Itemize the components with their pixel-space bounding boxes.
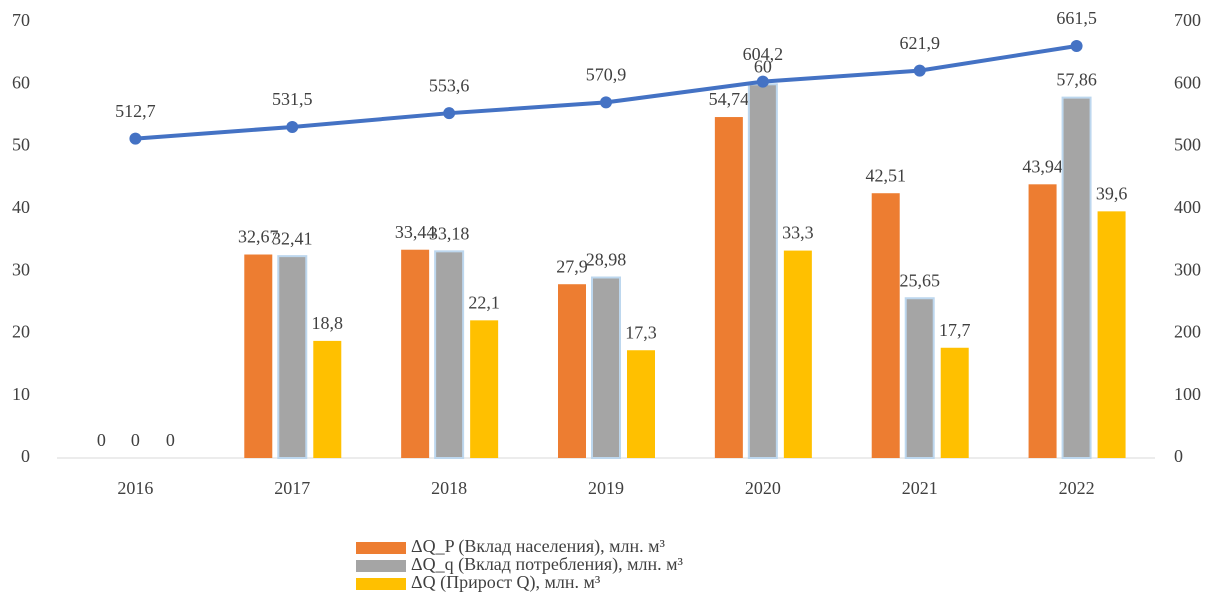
data-label: 531,5 — [272, 89, 313, 109]
data-label: 0 — [131, 430, 140, 450]
legend-swatch — [356, 542, 406, 554]
bar — [627, 350, 655, 458]
data-label: 57,86 — [1056, 70, 1097, 90]
bar — [1097, 211, 1126, 458]
x-tick-label: 2016 — [117, 478, 153, 498]
y2-tick-label: 100 — [1174, 384, 1201, 404]
line-marker — [913, 64, 926, 77]
line-marker — [1070, 39, 1083, 52]
data-label: 39,6 — [1096, 183, 1128, 203]
bar — [470, 320, 499, 458]
bar — [277, 255, 308, 459]
line-marker — [756, 75, 769, 88]
data-label: 0 — [166, 430, 175, 450]
data-label: 661,5 — [1056, 8, 1097, 28]
bar — [940, 347, 969, 458]
y2-tick-label: 0 — [1174, 446, 1183, 466]
bar — [904, 297, 935, 460]
data-label: 512,7 — [115, 101, 156, 121]
bar — [714, 117, 743, 458]
data-label: 22,1 — [468, 292, 500, 312]
y-tick-label: 20 — [12, 322, 30, 342]
data-label: 32,67 — [238, 227, 279, 247]
y-tick-label: 60 — [12, 72, 30, 92]
data-label: 0 — [97, 430, 106, 450]
x-tick-label: 2020 — [745, 478, 781, 498]
y-tick-label: 50 — [12, 135, 30, 155]
y2-tick-label: 200 — [1174, 322, 1201, 342]
data-label: 33,3 — [782, 223, 814, 243]
bar — [401, 249, 430, 458]
line-marker — [129, 132, 142, 145]
data-label: 553,6 — [429, 75, 470, 95]
legend-label: ΔQ_P (Вклад населения), млн. м³ — [411, 536, 666, 557]
legend-label: ΔQ_q (Вклад потребления), млн. м³ — [411, 554, 684, 575]
line-marker — [286, 120, 299, 133]
y2-tick-label: 500 — [1174, 135, 1201, 155]
bar — [1028, 184, 1057, 458]
y2-tick-label: 300 — [1174, 259, 1201, 279]
data-label: 54,74 — [709, 89, 750, 109]
data-label: 621,9 — [899, 33, 940, 53]
bar — [434, 250, 465, 459]
y-tick-label: 40 — [12, 197, 30, 217]
data-label: 33,44 — [395, 222, 436, 242]
bar — [591, 276, 621, 459]
data-label: 60 — [754, 56, 772, 76]
data-label: 42,51 — [865, 165, 906, 185]
bar — [313, 340, 342, 458]
x-tick-label: 2022 — [1059, 478, 1095, 498]
bar — [783, 250, 812, 458]
line-marker — [600, 96, 612, 109]
data-label: 17,7 — [939, 320, 971, 340]
x-tick-label: 2018 — [431, 478, 467, 498]
data-label: 17,3 — [625, 322, 657, 342]
bar — [747, 83, 778, 460]
data-label: 570,9 — [586, 65, 627, 85]
y-tick-label: 70 — [12, 10, 30, 30]
legend-swatch — [356, 578, 406, 590]
y-tick-label: 30 — [12, 259, 30, 279]
legend-swatch — [356, 560, 406, 572]
data-label: 32,41 — [272, 228, 313, 248]
data-label: 18,8 — [312, 313, 344, 333]
data-label: 43,94 — [1022, 156, 1063, 176]
x-tick-label: 2019 — [588, 478, 624, 498]
bar — [558, 284, 586, 458]
y2-tick-label: 600 — [1174, 72, 1201, 92]
data-label: 27,9 — [556, 256, 588, 276]
line-marker — [443, 107, 456, 120]
bar — [871, 193, 900, 458]
legend-label: ΔQ (Прирост Q), млн. м³ — [411, 572, 601, 593]
data-label: 25,65 — [899, 270, 940, 290]
y2-tick-label: 700 — [1174, 10, 1201, 30]
data-label: 28,98 — [586, 250, 627, 270]
x-tick-label: 2021 — [902, 478, 938, 498]
x-tick-label: 2017 — [274, 478, 310, 498]
bar — [244, 254, 273, 458]
bar — [1061, 96, 1092, 459]
data-label: 604,2 — [743, 44, 784, 64]
y-tick-label: 10 — [12, 384, 30, 404]
data-label: 33,18 — [429, 223, 470, 243]
y-tick-label: 0 — [21, 446, 30, 466]
y2-tick-label: 400 — [1174, 197, 1201, 217]
